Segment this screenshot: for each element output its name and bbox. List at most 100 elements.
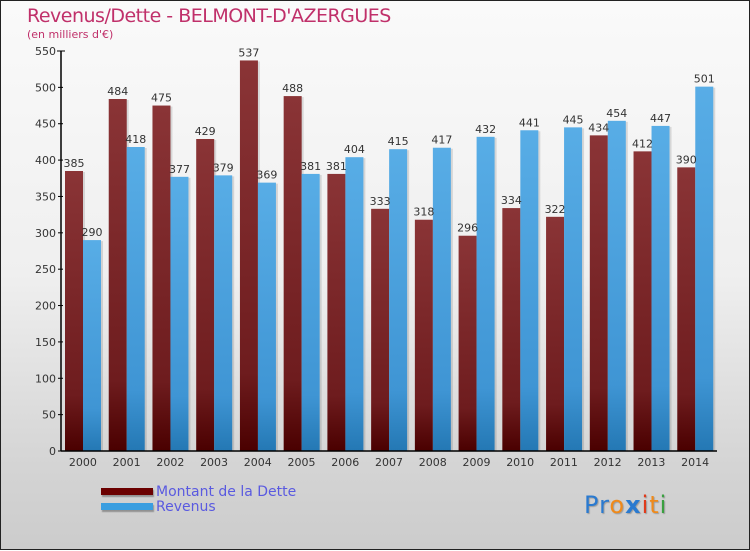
value-label-revenus: 290 xyxy=(82,226,103,239)
x-tick-label: 2013 xyxy=(637,456,665,469)
value-label-dette: 333 xyxy=(370,195,391,208)
x-tick-label: 2003 xyxy=(200,456,228,469)
x-tick-label: 2004 xyxy=(244,456,272,469)
axes-group xyxy=(57,50,717,452)
y-tick-label: 150 xyxy=(35,336,56,349)
value-label-dette: 318 xyxy=(413,206,434,219)
value-label-revenus: 441 xyxy=(519,116,540,129)
value-label-dette: 381 xyxy=(326,160,347,173)
value-label-dette: 429 xyxy=(195,125,216,138)
legend-label-revenus: Revenus xyxy=(156,499,216,515)
x-tick-label: 2010 xyxy=(506,456,534,469)
bar-dette xyxy=(327,173,346,451)
value-label-dette: 385 xyxy=(64,157,85,170)
bar-revenus xyxy=(564,127,583,451)
value-label-revenus: 417 xyxy=(431,134,452,147)
x-tick-label: 2005 xyxy=(288,456,316,469)
value-label-dette: 322 xyxy=(545,203,566,216)
bar-dette xyxy=(546,216,565,451)
value-label-revenus: 377 xyxy=(169,163,190,176)
x-tick-label: 2011 xyxy=(550,456,578,469)
y-tick-label: 0 xyxy=(49,445,56,458)
logo-letter: i xyxy=(641,491,650,519)
bar-revenus xyxy=(607,120,626,452)
bar-dette xyxy=(108,99,127,451)
bar-dette xyxy=(589,135,608,451)
logo-letter: o xyxy=(609,491,626,519)
y-tick-label: 200 xyxy=(35,300,56,313)
x-tick-label: 2001 xyxy=(113,456,141,469)
value-label-dette: 434 xyxy=(588,121,609,134)
bar-dette xyxy=(283,96,302,451)
y-tick-label: 400 xyxy=(35,154,56,167)
y-tick-label: 100 xyxy=(35,372,56,385)
y-tick-label: 550 xyxy=(35,45,56,58)
bar-revenus xyxy=(651,125,670,451)
y-tick-label: 350 xyxy=(35,190,56,203)
value-label-revenus: 369 xyxy=(256,169,277,182)
value-label-dette: 537 xyxy=(238,46,259,59)
bar-revenus xyxy=(389,149,408,451)
x-tick-label: 2014 xyxy=(681,456,709,469)
value-label-dette: 484 xyxy=(107,85,128,98)
bar-dette xyxy=(633,151,652,451)
value-label-revenus: 454 xyxy=(606,107,627,120)
x-tick-label: 2008 xyxy=(419,456,447,469)
bar-revenus xyxy=(695,86,714,452)
bar-revenus xyxy=(345,157,364,451)
y-tick-label: 300 xyxy=(35,227,56,240)
logo-letter: i xyxy=(659,491,668,519)
value-label-revenus: 379 xyxy=(213,161,234,174)
x-tick-label: 2012 xyxy=(594,456,622,469)
value-label-revenus: 415 xyxy=(388,135,409,148)
value-label-revenus: 418 xyxy=(125,133,146,146)
y-tick-label: 450 xyxy=(35,118,56,131)
x-tick-label: 2000 xyxy=(69,456,97,469)
value-label-revenus: 447 xyxy=(650,112,671,125)
bar-revenus xyxy=(520,130,539,452)
proxiti-logo: Proxiti xyxy=(584,491,667,519)
bar-dette xyxy=(239,60,258,452)
chart-subtitle: (en milliers d'€) xyxy=(27,28,114,41)
value-label-dette: 390 xyxy=(676,153,697,166)
bar-revenus xyxy=(214,175,233,451)
logo-letter: t xyxy=(649,491,660,519)
y-tick-label: 250 xyxy=(35,263,56,276)
legend-swatch-revenus xyxy=(101,503,153,510)
x-tick-label: 2009 xyxy=(462,456,490,469)
bars-group xyxy=(65,60,716,452)
y-tick-label: 500 xyxy=(35,81,56,94)
bar-revenus xyxy=(432,147,451,451)
bar-revenus xyxy=(257,182,276,452)
chart-title: Revenus/Dette - BELMONT-D'AZERGUES xyxy=(27,5,391,27)
bar-dette xyxy=(371,208,390,451)
legend-swatch-dette xyxy=(101,488,153,495)
legend-label-dette: Montant de la Dette xyxy=(156,484,297,500)
bar-dette xyxy=(65,171,83,451)
bar-revenus xyxy=(170,176,189,451)
bar-dette xyxy=(196,139,215,451)
value-label-revenus: 404 xyxy=(344,143,365,156)
value-label-dette: 488 xyxy=(282,82,303,95)
bar-revenus xyxy=(476,136,495,451)
value-label-revenus: 501 xyxy=(694,73,715,86)
value-label-dette: 412 xyxy=(632,137,653,150)
logo-letter: P xyxy=(584,491,600,519)
bar-revenus xyxy=(83,240,101,451)
bar-dette xyxy=(152,105,171,451)
value-label-dette: 296 xyxy=(457,222,478,235)
value-label-revenus: 432 xyxy=(475,123,496,136)
logo-letter: r xyxy=(599,491,610,519)
bar-dette xyxy=(677,167,696,451)
bar-revenus xyxy=(301,173,320,451)
x-tick-label: 2002 xyxy=(156,456,184,469)
y-tick-label: 50 xyxy=(42,409,56,422)
logo-letter: x xyxy=(625,491,642,519)
value-label-dette: 334 xyxy=(501,194,522,207)
value-label-revenus: 381 xyxy=(300,160,321,173)
bar-dette xyxy=(414,219,433,451)
bar-dette xyxy=(502,208,521,451)
value-label-revenus: 445 xyxy=(563,113,584,126)
